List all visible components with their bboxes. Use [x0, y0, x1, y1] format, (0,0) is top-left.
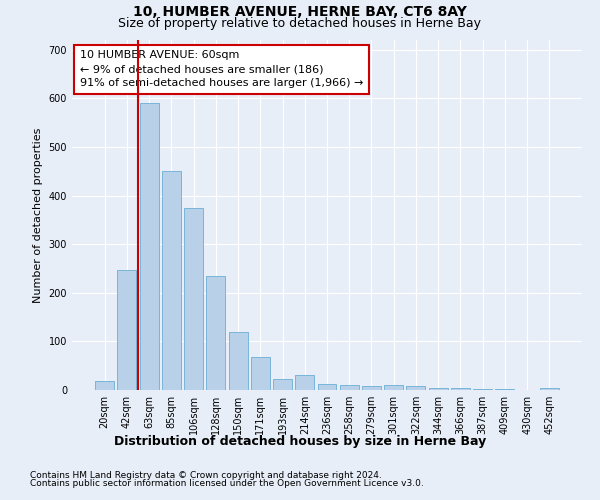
Text: Contains HM Land Registry data © Crown copyright and database right 2024.: Contains HM Land Registry data © Crown c…: [30, 471, 382, 480]
Bar: [317, 384, 337, 390]
Bar: [162, 171, 181, 390]
Bar: [362, 386, 381, 390]
Bar: [229, 332, 248, 390]
Bar: [140, 103, 158, 390]
Bar: [406, 386, 425, 390]
Bar: [384, 385, 403, 390]
Bar: [273, 380, 292, 390]
Text: 10, HUMBER AVENUE, HERNE BAY, CT6 8AY: 10, HUMBER AVENUE, HERNE BAY, CT6 8AY: [133, 5, 467, 19]
Text: Contains public sector information licensed under the Open Government Licence v3: Contains public sector information licen…: [30, 478, 424, 488]
Bar: [496, 388, 514, 390]
Bar: [95, 381, 114, 390]
Bar: [429, 388, 448, 390]
Bar: [206, 276, 225, 390]
Bar: [295, 376, 314, 390]
Bar: [540, 388, 559, 390]
Text: Size of property relative to detached houses in Herne Bay: Size of property relative to detached ho…: [119, 18, 482, 30]
Bar: [118, 270, 136, 390]
Bar: [340, 385, 359, 390]
Bar: [473, 388, 492, 390]
Bar: [451, 388, 470, 390]
Text: 10 HUMBER AVENUE: 60sqm
← 9% of detached houses are smaller (186)
91% of semi-de: 10 HUMBER AVENUE: 60sqm ← 9% of detached…: [80, 50, 363, 88]
Bar: [184, 208, 203, 390]
Text: Distribution of detached houses by size in Herne Bay: Distribution of detached houses by size …: [114, 435, 486, 448]
Bar: [251, 357, 270, 390]
Y-axis label: Number of detached properties: Number of detached properties: [33, 128, 43, 302]
